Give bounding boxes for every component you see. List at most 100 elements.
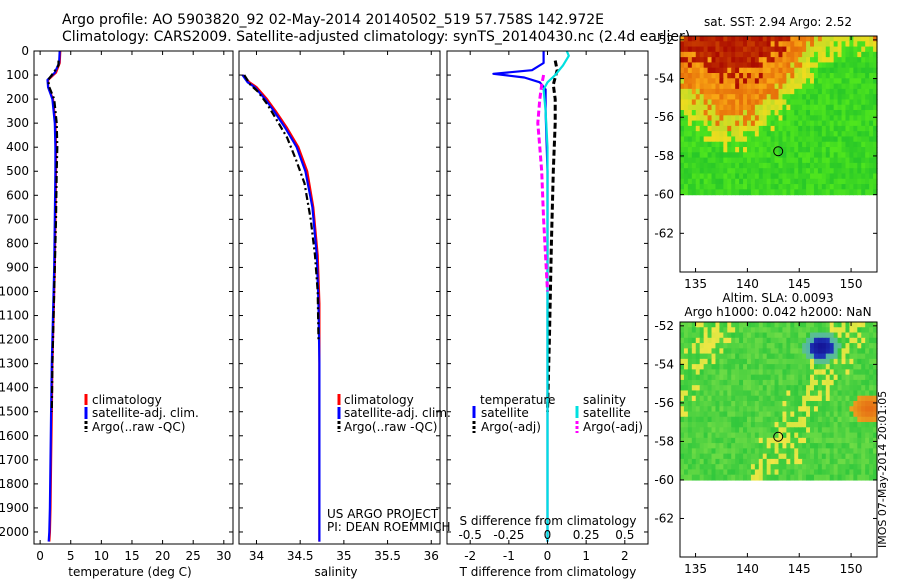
map-cell — [829, 343, 835, 349]
map-cell — [782, 432, 787, 439]
map-cell — [683, 104, 689, 111]
map-cell — [774, 327, 780, 334]
map-cell — [802, 353, 807, 360]
map-cell — [813, 36, 819, 42]
map-cell — [833, 83, 839, 90]
x2-tick-label: 0.25 — [573, 528, 600, 542]
map-cell — [798, 427, 803, 434]
map-cell — [703, 353, 709, 360]
map-cell — [723, 178, 728, 185]
map-cell — [727, 353, 732, 360]
map-cell — [727, 348, 732, 355]
map-cell — [833, 400, 839, 407]
map-cell — [845, 406, 851, 413]
map-cell — [806, 110, 811, 116]
map-cell — [707, 343, 713, 349]
map-cell — [794, 400, 799, 407]
map-cell — [695, 110, 701, 116]
map-cell — [758, 322, 764, 328]
map-cell — [691, 374, 697, 381]
map-cell — [837, 448, 843, 455]
map-cell — [766, 411, 772, 418]
map-cell — [758, 448, 764, 455]
map-cell — [825, 385, 831, 392]
map-cell — [758, 395, 764, 402]
map-cell — [798, 385, 803, 392]
map-cell — [833, 125, 839, 132]
map-cell — [790, 427, 795, 434]
map-cell — [821, 379, 827, 386]
map-cell — [743, 157, 748, 164]
map-cell — [703, 322, 709, 328]
map-cell — [746, 464, 752, 471]
map-cell — [865, 131, 870, 138]
map-cell — [841, 147, 847, 153]
map-cell — [786, 348, 791, 355]
map-cell — [825, 416, 831, 423]
map-cell — [869, 120, 874, 127]
map-cell — [810, 327, 815, 334]
map-cell — [746, 448, 752, 455]
map-cell — [735, 51, 740, 58]
map-cell — [810, 469, 815, 476]
map-cell — [743, 343, 748, 349]
map-cell — [680, 173, 685, 180]
map-cell — [806, 364, 811, 370]
map-cell — [778, 94, 784, 101]
x2-tick-label: 0 — [544, 528, 552, 542]
map-cell — [774, 364, 780, 370]
salinity-legend: climatology satellite-adj. clim. Argo(..… — [337, 393, 451, 434]
map-cell — [766, 390, 772, 397]
map-cell — [833, 369, 839, 376]
map-cell — [762, 411, 768, 418]
map-cell — [715, 125, 720, 132]
map-cell — [829, 469, 835, 476]
map-cell — [786, 411, 791, 418]
map-cell — [790, 125, 795, 132]
map-cell — [802, 168, 807, 175]
map-cell — [829, 125, 835, 132]
map-cell — [825, 147, 831, 153]
map-cell — [774, 147, 780, 153]
map-cell — [691, 157, 697, 164]
map-cell — [817, 464, 823, 471]
map-cell — [798, 348, 803, 355]
map-cell — [680, 178, 685, 185]
map-cell — [715, 332, 720, 339]
map-cell — [786, 51, 791, 58]
map-cell — [849, 400, 854, 407]
map-cell — [825, 353, 831, 360]
map-cell — [691, 115, 697, 122]
map-cell — [861, 422, 866, 428]
map-cell — [829, 422, 835, 428]
map-cell — [758, 369, 764, 376]
map-cell — [845, 67, 851, 74]
map-cell — [821, 73, 827, 79]
map-cell — [754, 88, 760, 95]
map-cell — [869, 358, 874, 365]
map-cell — [754, 46, 760, 53]
map-cell — [837, 162, 843, 169]
map-cell — [715, 162, 720, 169]
map-cell — [865, 157, 870, 164]
map-cell — [833, 406, 839, 413]
map-cell — [683, 385, 689, 392]
map-cell — [829, 464, 835, 471]
map-cell — [798, 400, 803, 407]
map-cell — [829, 390, 835, 397]
map-cell — [711, 157, 717, 164]
map-cell — [715, 46, 720, 53]
map-cell — [766, 432, 772, 439]
map-cell — [691, 67, 697, 74]
map-cell — [731, 343, 736, 349]
map-cell — [774, 110, 780, 116]
map-cell — [841, 406, 847, 413]
map-cell — [865, 332, 870, 339]
map-cell — [865, 46, 870, 53]
map-cell — [723, 73, 728, 79]
map-cell — [680, 469, 685, 476]
map-cell — [845, 353, 851, 360]
map-cell — [707, 125, 713, 132]
map-cell — [695, 369, 701, 376]
map-cell — [731, 67, 736, 74]
